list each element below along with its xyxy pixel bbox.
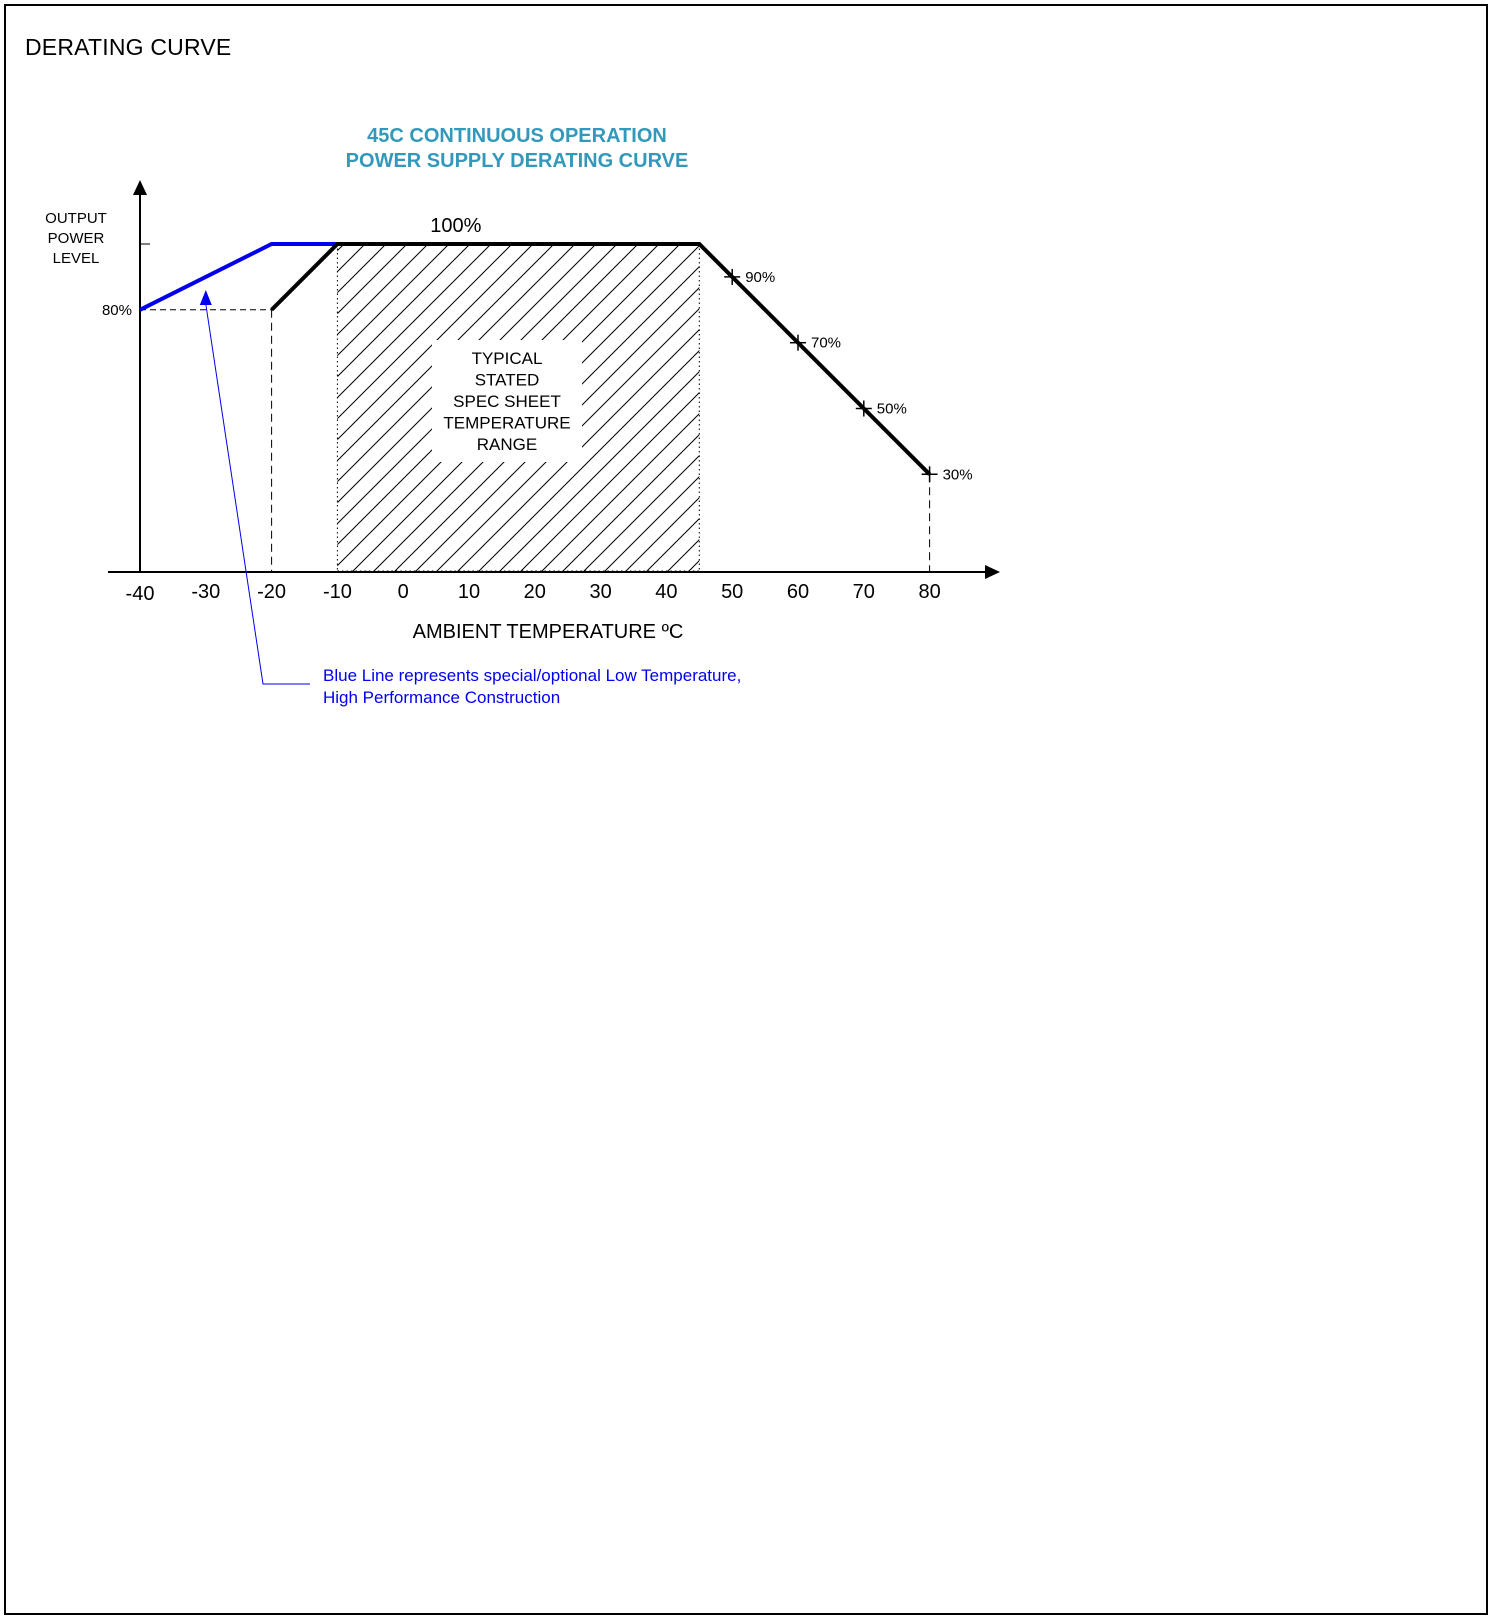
annotation-leader-line (205, 303, 310, 685)
spec-range-label-line: SPEC SHEET (453, 392, 561, 411)
x-tick-label: 40 (655, 581, 677, 603)
y-axis-label-line: LEVEL (53, 250, 100, 267)
chart-title-line: 45C CONTINUOUS OPERATION (367, 125, 667, 147)
x-axis-arrowhead (985, 565, 1000, 579)
y-axis-label-line: OUTPUT (45, 210, 107, 227)
x-tick-label: 80 (918, 581, 940, 603)
x-tick-label: 30 (589, 581, 611, 603)
series-line-standard (270, 242, 932, 476)
point-label: 50% (877, 401, 907, 418)
x-tick-label: -30 (191, 581, 220, 603)
annotation-arrowhead (199, 290, 212, 306)
section-heading: DERATING CURVE (25, 34, 232, 60)
y-axis-label-line: POWER (48, 230, 105, 247)
series-line-low-temp (139, 242, 338, 312)
x-tick-label: -20 (257, 581, 286, 603)
x-tick-label: 0 (398, 581, 409, 603)
point-label: 70% (811, 335, 841, 352)
x-tick-label: 70 (853, 581, 875, 603)
point-label: 90% (745, 269, 775, 286)
spec-range-label-bg (432, 340, 582, 462)
x-tick-label: 10 (458, 581, 480, 603)
spec-range-label-line: TYPICAL (472, 349, 543, 368)
x-axis-label: AMBIENT TEMPERATURE ºC (413, 621, 684, 643)
x-tick-label: -10 (323, 581, 352, 603)
x-tick-label: 50 (721, 581, 743, 603)
x-tick-label: 20 (524, 581, 546, 603)
top-100-label: 100% (430, 215, 481, 237)
annotation-text-line: High Performance Construction (323, 688, 560, 707)
x-tick-label: 60 (787, 581, 809, 603)
chart-title-line: POWER SUPPLY DERATING CURVE (346, 150, 689, 172)
y-axis-arrowhead (133, 180, 147, 195)
x-tick-label: -40 (126, 583, 155, 605)
spec-range-label-line: RANGE (477, 435, 537, 454)
spec-range-label-line: STATED (475, 371, 540, 390)
point-label: 30% (943, 466, 973, 483)
page-frame (4, 4, 1488, 1615)
y-tick-label: 80% (102, 302, 132, 319)
spec-range-label-line: TEMPERATURE (443, 414, 570, 433)
annotation-text-line: Blue Line represents special/optional Lo… (323, 666, 741, 685)
